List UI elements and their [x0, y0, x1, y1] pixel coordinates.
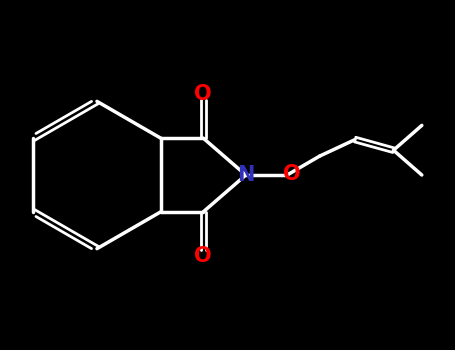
Text: O: O — [194, 84, 212, 104]
Text: O: O — [194, 246, 212, 266]
Text: N: N — [237, 165, 254, 185]
Text: O: O — [283, 164, 301, 184]
